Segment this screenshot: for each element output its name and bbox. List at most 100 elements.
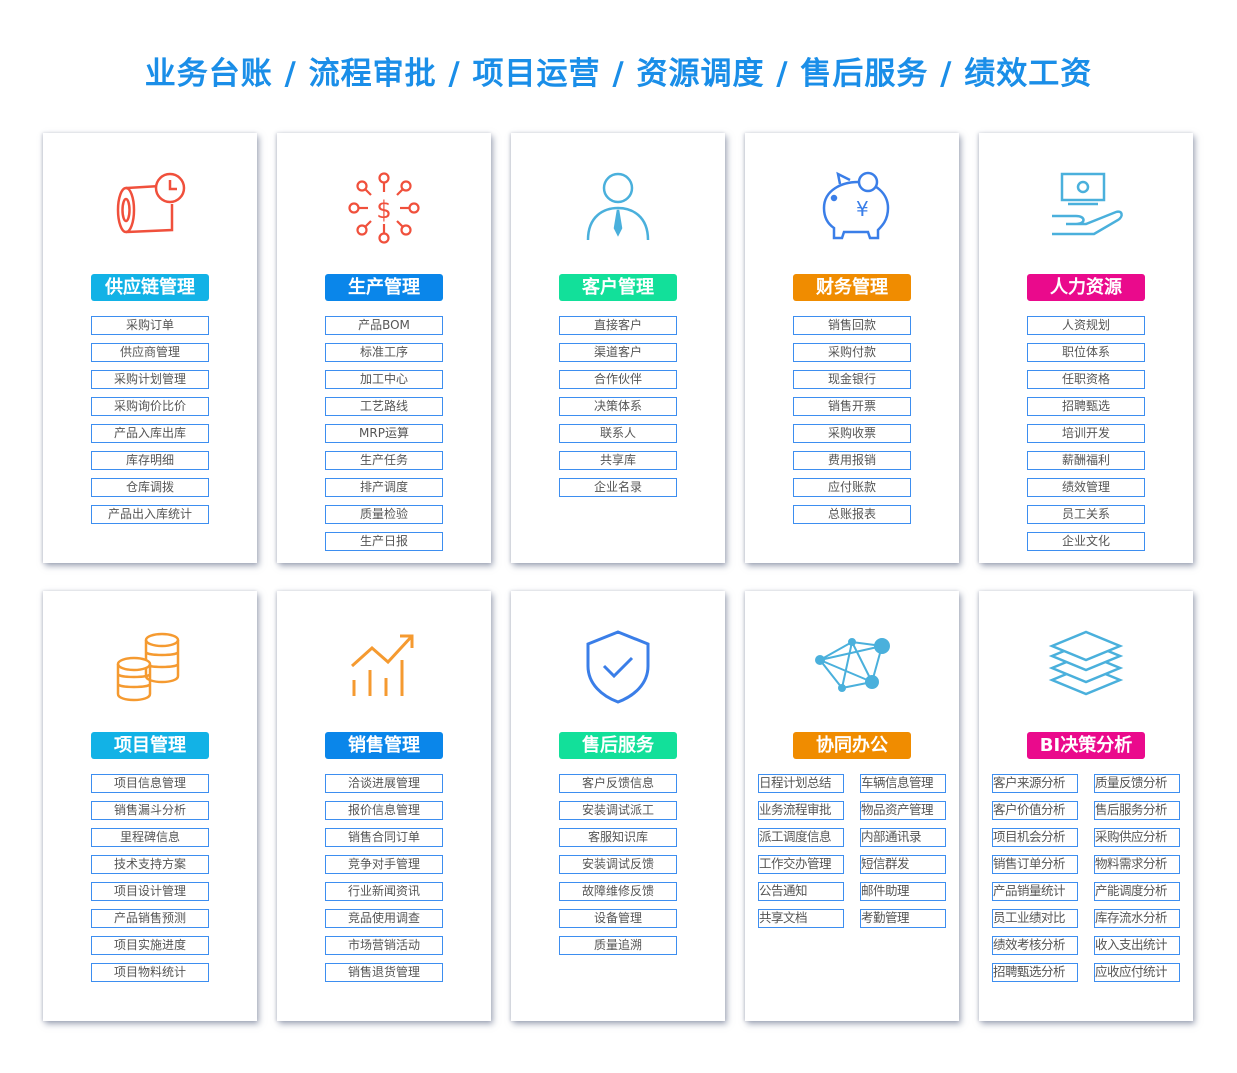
module-link[interactable]: 职位体系 bbox=[1027, 343, 1145, 362]
module-link[interactable]: 报价信息管理 bbox=[325, 801, 443, 820]
module-link[interactable]: 人资规划 bbox=[1027, 316, 1145, 335]
module-link[interactable]: 企业名录 bbox=[559, 478, 677, 497]
module-link[interactable]: 绩效考核分析 bbox=[992, 936, 1078, 955]
module-title[interactable]: 项目管理 bbox=[91, 732, 209, 759]
module-link[interactable]: 市场营销活动 bbox=[325, 936, 443, 955]
module-link[interactable]: 任职资格 bbox=[1027, 370, 1145, 389]
module-link[interactable]: 员工关系 bbox=[1027, 505, 1145, 524]
module-link[interactable]: 客户来源分析 bbox=[992, 774, 1078, 793]
module-link[interactable]: 物料需求分析 bbox=[1094, 855, 1180, 874]
module-link[interactable]: 共享库 bbox=[559, 451, 677, 470]
module-title[interactable]: 协同办公 bbox=[793, 732, 911, 759]
module-link[interactable]: 招聘甄选 bbox=[1027, 397, 1145, 416]
module-link[interactable]: 标准工序 bbox=[325, 343, 443, 362]
module-link[interactable]: 费用报销 bbox=[793, 451, 911, 470]
module-link[interactable]: 产品BOM bbox=[325, 316, 443, 335]
module-link[interactable]: 销售回款 bbox=[793, 316, 911, 335]
module-link[interactable]: 总账报表 bbox=[793, 505, 911, 524]
module-link[interactable]: 加工中心 bbox=[325, 370, 443, 389]
module-link[interactable]: 销售合同订单 bbox=[325, 828, 443, 847]
module-link[interactable]: 产品出入库统计 bbox=[91, 505, 209, 524]
module-link[interactable]: 收入支出统计 bbox=[1094, 936, 1180, 955]
module-link[interactable]: 行业新闻资讯 bbox=[325, 882, 443, 901]
module-link[interactable]: 日程计划总结 bbox=[758, 774, 844, 793]
module-link[interactable]: 里程碑信息 bbox=[91, 828, 209, 847]
module-link[interactable]: 销售开票 bbox=[793, 397, 911, 416]
module-link[interactable]: 项目物料统计 bbox=[91, 963, 209, 982]
module-title[interactable]: 人力资源 bbox=[1027, 274, 1145, 301]
module-link[interactable]: 采购供应分析 bbox=[1094, 828, 1180, 847]
module-link[interactable]: 客户价值分析 bbox=[992, 801, 1078, 820]
module-link[interactable]: 应收应付统计 bbox=[1094, 963, 1180, 982]
module-link[interactable]: 邮件助理 bbox=[860, 882, 946, 901]
module-link[interactable]: 质量检验 bbox=[325, 505, 443, 524]
module-link[interactable]: 采购付款 bbox=[793, 343, 911, 362]
module-link[interactable]: 工艺路线 bbox=[325, 397, 443, 416]
module-link[interactable]: 仓库调拨 bbox=[91, 478, 209, 497]
module-link[interactable]: 企业文化 bbox=[1027, 532, 1145, 551]
module-link[interactable]: 采购收票 bbox=[793, 424, 911, 443]
module-link[interactable]: 生产日报 bbox=[325, 532, 443, 551]
module-link[interactable]: 决策体系 bbox=[559, 397, 677, 416]
module-link[interactable]: 质量反馈分析 bbox=[1094, 774, 1180, 793]
module-link[interactable]: 业务流程审批 bbox=[758, 801, 844, 820]
module-link[interactable]: 库存明细 bbox=[91, 451, 209, 470]
module-link[interactable]: 竞争对手管理 bbox=[325, 855, 443, 874]
module-link[interactable]: 绩效管理 bbox=[1027, 478, 1145, 497]
module-link[interactable]: 薪酬福利 bbox=[1027, 451, 1145, 470]
module-link[interactable]: 质量追溯 bbox=[559, 936, 677, 955]
module-link[interactable]: 销售漏斗分析 bbox=[91, 801, 209, 820]
module-link[interactable]: 采购计划管理 bbox=[91, 370, 209, 389]
module-link[interactable]: 供应商管理 bbox=[91, 343, 209, 362]
module-link[interactable]: 设备管理 bbox=[559, 909, 677, 928]
module-link[interactable]: 产品销售预测 bbox=[91, 909, 209, 928]
module-link[interactable]: 排产调度 bbox=[325, 478, 443, 497]
module-link[interactable]: 项目设计管理 bbox=[91, 882, 209, 901]
module-title[interactable]: 生产管理 bbox=[325, 274, 443, 301]
module-link[interactable]: 产品销量统计 bbox=[992, 882, 1078, 901]
module-link[interactable]: 员工业绩对比 bbox=[992, 909, 1078, 928]
module-link[interactable]: 联系人 bbox=[559, 424, 677, 443]
module-title[interactable]: 供应链管理 bbox=[91, 274, 209, 301]
module-link[interactable]: 共享文档 bbox=[758, 909, 844, 928]
module-link[interactable]: 考勤管理 bbox=[860, 909, 946, 928]
module-link[interactable]: 招聘甄选分析 bbox=[992, 963, 1078, 982]
module-link[interactable]: 公告通知 bbox=[758, 882, 844, 901]
module-link[interactable]: 车辆信息管理 bbox=[860, 774, 946, 793]
module-link[interactable]: 竞品使用调查 bbox=[325, 909, 443, 928]
module-link[interactable]: 内部通讯录 bbox=[860, 828, 946, 847]
module-link[interactable]: 产能调度分析 bbox=[1094, 882, 1180, 901]
module-link[interactable]: 物品资产管理 bbox=[860, 801, 946, 820]
module-title[interactable]: 售后服务 bbox=[559, 732, 677, 759]
module-link[interactable]: 采购订单 bbox=[91, 316, 209, 335]
module-link[interactable]: 故障维修反馈 bbox=[559, 882, 677, 901]
module-title[interactable]: 销售管理 bbox=[325, 732, 443, 759]
module-link[interactable]: 派工调度信息 bbox=[758, 828, 844, 847]
module-link[interactable]: 工作交办管理 bbox=[758, 855, 844, 874]
module-title[interactable]: 财务管理 bbox=[793, 274, 911, 301]
module-link[interactable]: 渠道客户 bbox=[559, 343, 677, 362]
module-link[interactable]: 安装调试反馈 bbox=[559, 855, 677, 874]
module-link[interactable]: MRP运算 bbox=[325, 424, 443, 443]
module-link[interactable]: 应付账款 bbox=[793, 478, 911, 497]
module-link[interactable]: 销售订单分析 bbox=[992, 855, 1078, 874]
module-link[interactable]: 洽谈进展管理 bbox=[325, 774, 443, 793]
module-link[interactable]: 客服知识库 bbox=[559, 828, 677, 847]
module-link[interactable]: 现金银行 bbox=[793, 370, 911, 389]
module-link[interactable]: 安装调试派工 bbox=[559, 801, 677, 820]
module-link[interactable]: 项目实施进度 bbox=[91, 936, 209, 955]
module-title[interactable]: BI决策分析 bbox=[1027, 732, 1145, 759]
module-link[interactable]: 采购询价比价 bbox=[91, 397, 209, 416]
module-link[interactable]: 生产任务 bbox=[325, 451, 443, 470]
module-link[interactable]: 库存流水分析 bbox=[1094, 909, 1180, 928]
module-link[interactable]: 短信群发 bbox=[860, 855, 946, 874]
module-link[interactable]: 客户反馈信息 bbox=[559, 774, 677, 793]
module-link[interactable]: 技术支持方案 bbox=[91, 855, 209, 874]
module-link[interactable]: 合作伙伴 bbox=[559, 370, 677, 389]
module-link[interactable]: 培训开发 bbox=[1027, 424, 1145, 443]
module-link[interactable]: 直接客户 bbox=[559, 316, 677, 335]
module-link[interactable]: 产品入库出库 bbox=[91, 424, 209, 443]
module-link[interactable]: 项目信息管理 bbox=[91, 774, 209, 793]
module-link[interactable]: 销售退货管理 bbox=[325, 963, 443, 982]
module-link[interactable]: 项目机会分析 bbox=[992, 828, 1078, 847]
